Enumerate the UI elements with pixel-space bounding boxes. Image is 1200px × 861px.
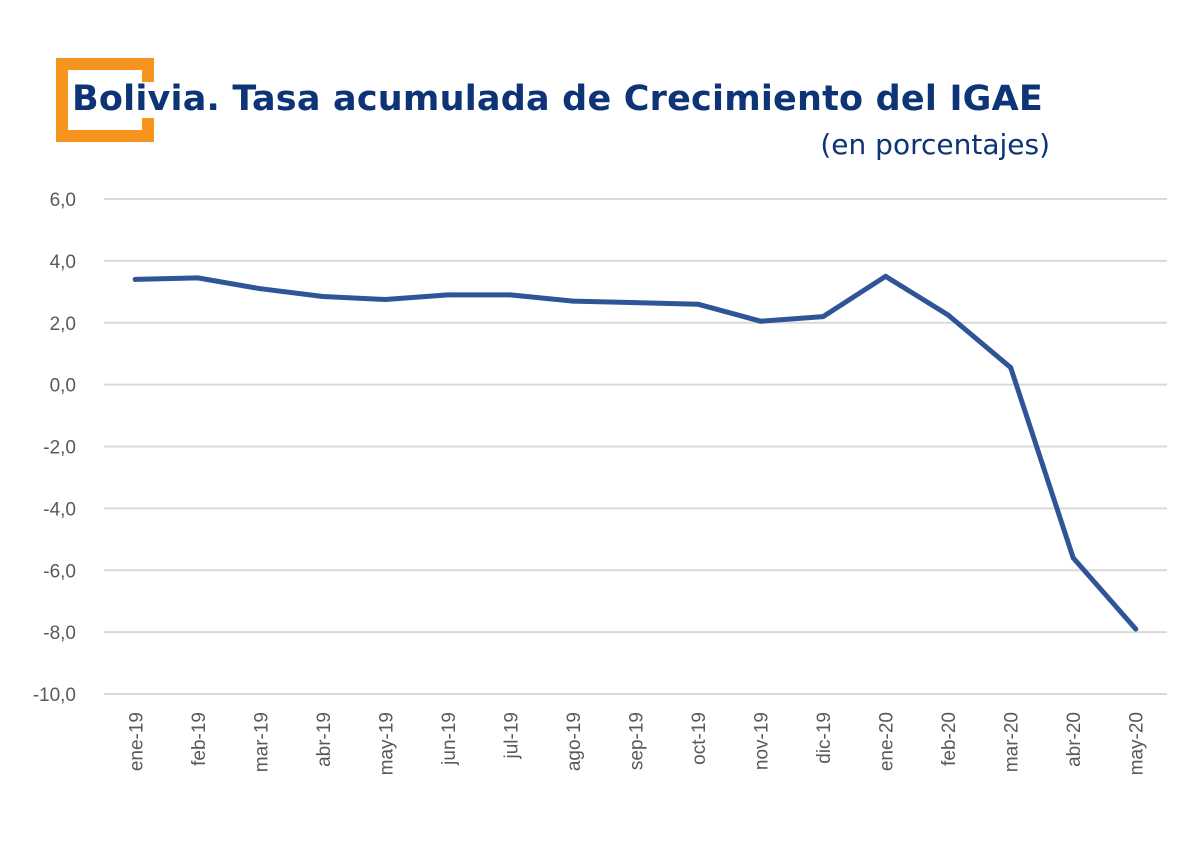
y-tick-label: 2,0 xyxy=(50,314,76,335)
data-point xyxy=(1133,626,1139,632)
data-point xyxy=(945,312,951,318)
chart-title: Bolivia. Tasa acumulada de Crecimiento d… xyxy=(72,79,1043,119)
data-point xyxy=(445,292,451,298)
x-tick-label: nov-19 xyxy=(752,712,773,770)
data-point xyxy=(382,297,388,303)
x-tick-label: abr-20 xyxy=(1064,712,1085,767)
gridlines xyxy=(104,198,1167,695)
series-line-igae xyxy=(132,273,1139,632)
x-tick-label: jun-19 xyxy=(439,712,460,766)
x-tick-label: mar-19 xyxy=(251,712,272,772)
y-tick-label: -10,0 xyxy=(33,685,76,706)
data-point xyxy=(820,314,826,320)
x-tick-label: oct-19 xyxy=(689,712,710,765)
data-point xyxy=(132,276,138,282)
x-tick-label: feb-19 xyxy=(189,712,210,766)
orange-bracket-logo-icon xyxy=(56,58,154,142)
y-tick-label: 6,0 xyxy=(50,190,76,211)
x-tick-label: ene-20 xyxy=(877,712,898,771)
data-point xyxy=(883,273,889,279)
data-point xyxy=(1008,365,1014,371)
y-tick-label: 4,0 xyxy=(50,252,76,273)
data-point xyxy=(758,318,764,324)
data-point xyxy=(257,286,263,292)
x-tick-label: may-20 xyxy=(1127,712,1148,775)
x-tick-label: jul-19 xyxy=(501,712,522,759)
y-tick-label: -2,0 xyxy=(43,438,76,459)
data-point xyxy=(570,298,576,304)
x-tick-label: abr-19 xyxy=(314,712,335,767)
x-axis-ticks: ene-19 feb-19 mar-19 abr-19 may-19 jun-19 jul-… xyxy=(126,712,1147,775)
y-axis-ticks: 6,0 4,0 2,0 0,0 -2,0 -4,0 -6,0 -8,0 -10,0 xyxy=(33,190,76,706)
data-point xyxy=(320,293,326,299)
series-layer xyxy=(132,273,1139,632)
y-tick-label: -8,0 xyxy=(43,623,76,644)
data-point xyxy=(1070,555,1076,561)
y-tick-label: -4,0 xyxy=(43,499,76,520)
x-tick-label: dic-19 xyxy=(814,712,835,764)
x-tick-label: mar-20 xyxy=(1002,712,1023,772)
y-tick-label: -6,0 xyxy=(43,561,76,582)
x-tick-label: sep-19 xyxy=(627,712,648,770)
x-tick-label: ene-19 xyxy=(126,712,147,771)
data-point xyxy=(507,292,513,298)
chart-subtitle: (en porcentajes) xyxy=(820,128,1050,161)
data-point xyxy=(695,301,701,307)
x-tick-label: ago-19 xyxy=(564,712,585,771)
x-tick-label: feb-20 xyxy=(939,712,960,766)
x-tick-label: may-19 xyxy=(376,712,397,775)
data-point xyxy=(195,275,201,281)
y-tick-label: 0,0 xyxy=(50,376,76,397)
data-point xyxy=(633,300,638,306)
